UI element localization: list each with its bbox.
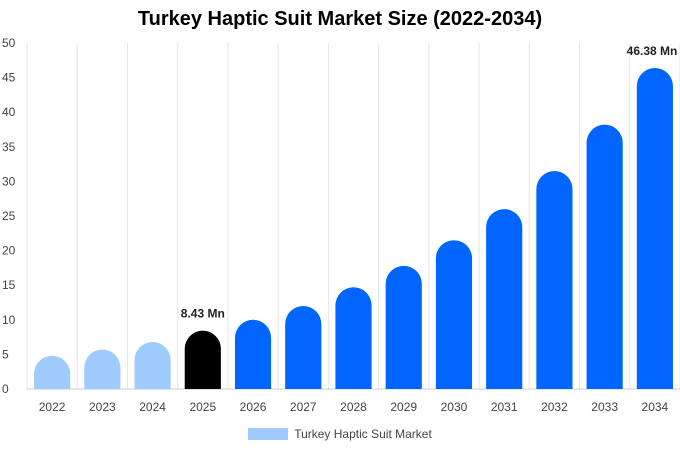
grid-lines [26, 43, 680, 390]
bar-2024 [134, 341, 171, 389]
bar-2032 [536, 171, 573, 389]
y-tick-label: 15 [2, 278, 16, 292]
y-tick-label: 30 [2, 174, 16, 188]
y-tick-label: 40 [2, 105, 16, 119]
legend: Turkey Haptic Suit Market [0, 426, 680, 441]
bar-2034 [636, 68, 673, 389]
bar-2027 [285, 305, 322, 389]
x-tick-label: 2027 [290, 400, 317, 414]
x-tick-label: 2026 [240, 400, 267, 414]
x-axis-ticks: 2022 2023 2024 2025 2026 2027 2028 2029 2030 2031… [39, 400, 669, 414]
bar-2025 [184, 330, 221, 389]
bars [34, 68, 673, 390]
y-tick-label: 50 [2, 36, 16, 50]
x-tick-label: 2031 [491, 400, 518, 414]
y-tick-label: 10 [2, 313, 16, 327]
x-tick-label: 2028 [340, 400, 367, 414]
chart-title: Turkey Haptic Suit Market Size (2022-203… [137, 8, 543, 30]
bar-2033 [586, 124, 623, 390]
x-tick-label: 2022 [39, 400, 66, 414]
x-tick-label: 2032 [541, 400, 568, 414]
bar-2029 [385, 265, 422, 389]
bar-2028 [335, 287, 372, 389]
x-tick-label: 2030 [441, 400, 468, 414]
y-tick-label: 0 [2, 382, 9, 396]
bar-2031 [486, 209, 523, 389]
data-label: 8.43 Mn [181, 307, 225, 321]
bar-2022 [34, 355, 71, 389]
x-tick-label: 2033 [591, 400, 618, 414]
y-tick-label: 5 [2, 347, 9, 361]
y-tick-label: 25 [2, 209, 16, 223]
x-tick-label: 2025 [189, 400, 216, 414]
data-labels: 8.43 Mn 46.38 Mn [181, 44, 678, 321]
y-tick-label: 45 [2, 71, 16, 85]
bar-2023 [84, 349, 121, 389]
legend-swatch [248, 427, 289, 440]
x-tick-label: 2024 [139, 400, 166, 414]
y-axis-ticks: 0 5 10 15 20 25 30 35 40 45 50 [2, 36, 16, 396]
legend-label: Turkey Haptic Suit Market [294, 426, 432, 441]
bar-2026 [234, 319, 272, 389]
y-tick-label: 20 [2, 244, 16, 258]
data-label: 46.38 Mn [627, 44, 678, 58]
x-tick-label: 2023 [89, 400, 116, 414]
x-tick-label: 2034 [642, 400, 669, 414]
bar-2030 [435, 240, 473, 389]
y-tick-label: 35 [2, 140, 16, 154]
x-tick-label: 2029 [390, 400, 417, 414]
